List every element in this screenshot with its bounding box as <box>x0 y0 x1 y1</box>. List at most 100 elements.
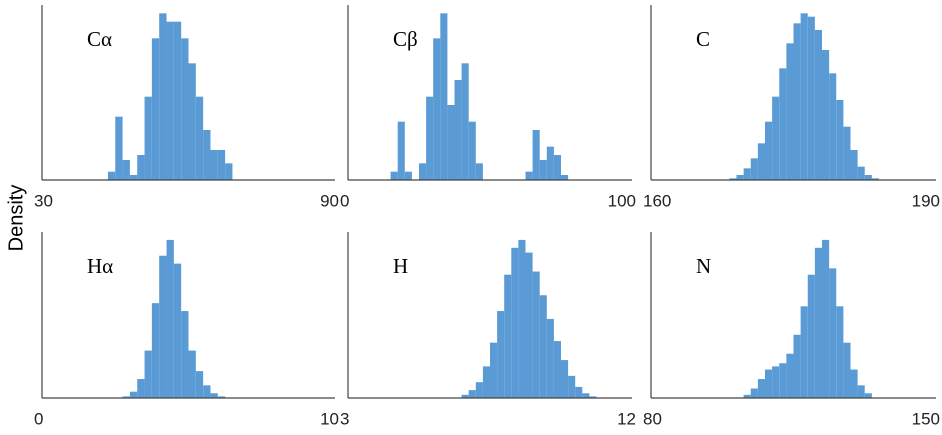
bar <box>829 268 837 398</box>
bar <box>539 295 547 398</box>
x-tick-label: 0 <box>340 191 349 210</box>
bar <box>159 255 167 398</box>
bar <box>173 21 182 180</box>
bar <box>539 160 547 180</box>
bar <box>836 100 844 180</box>
bar <box>800 306 808 398</box>
bar <box>814 247 822 398</box>
bar <box>750 158 758 180</box>
bar <box>210 393 218 398</box>
bar <box>518 239 526 398</box>
bar <box>532 271 540 398</box>
bar <box>786 43 794 181</box>
panel-label: H <box>393 254 408 278</box>
bar <box>864 393 872 398</box>
bar <box>822 50 830 180</box>
bar <box>553 155 561 180</box>
bar <box>511 247 519 398</box>
bar <box>122 396 130 398</box>
bar <box>757 143 765 180</box>
x-tick-label: 80 <box>643 409 662 428</box>
bar <box>129 391 138 398</box>
bar <box>225 163 233 180</box>
bar <box>181 311 189 398</box>
bar <box>546 318 554 398</box>
x-tick-label: 0 <box>34 409 43 428</box>
bar <box>144 350 152 398</box>
bar <box>475 382 483 398</box>
bar <box>857 166 865 180</box>
bar <box>447 105 455 180</box>
bar <box>397 121 405 180</box>
bar <box>807 274 815 398</box>
bar <box>151 303 160 398</box>
x-tick-label: 150 <box>912 409 940 428</box>
bar <box>525 171 533 180</box>
bar <box>568 375 576 398</box>
bar <box>419 163 427 180</box>
bar <box>843 342 851 398</box>
bar <box>546 146 554 180</box>
bar <box>217 396 226 398</box>
bar <box>129 175 138 180</box>
y-axis-label: Density <box>5 185 27 252</box>
bar <box>144 96 152 180</box>
bar <box>426 96 434 180</box>
bar <box>159 13 167 181</box>
x-tick-label: 100 <box>608 191 636 210</box>
bar <box>836 306 844 398</box>
bar <box>843 126 851 180</box>
bar <box>857 385 865 398</box>
bar <box>807 16 815 180</box>
bar <box>217 150 226 180</box>
bar <box>203 385 211 398</box>
bar <box>814 30 822 180</box>
bar <box>166 21 174 180</box>
bar <box>195 96 204 180</box>
bar <box>793 23 801 181</box>
panel-label: Hα <box>87 254 113 278</box>
bar <box>107 171 116 180</box>
bar <box>736 175 744 180</box>
panel-label: Cα <box>87 27 112 51</box>
bar <box>765 369 773 398</box>
bar <box>390 171 398 180</box>
bar <box>490 342 498 398</box>
bar <box>575 386 583 398</box>
bar <box>561 175 569 180</box>
panel-label: N <box>696 254 711 278</box>
bar <box>468 121 476 180</box>
x-tick-label: 3 <box>340 409 349 428</box>
bar <box>137 155 145 180</box>
x-tick-label: 30 <box>34 191 53 210</box>
panel-label: C <box>696 27 710 51</box>
bar <box>188 350 196 398</box>
bar <box>166 239 174 398</box>
x-tick-label: 12 <box>617 409 636 428</box>
bar <box>210 150 218 180</box>
bar <box>779 363 787 398</box>
bar <box>188 63 196 181</box>
bar <box>468 390 476 398</box>
bar <box>497 311 505 398</box>
bar <box>871 178 879 180</box>
bar <box>461 63 469 181</box>
bar <box>115 116 123 180</box>
bar <box>203 130 211 180</box>
bar <box>454 80 462 180</box>
bar <box>589 396 597 398</box>
bar <box>779 68 787 180</box>
bar <box>195 371 204 398</box>
bar <box>750 388 758 398</box>
bar <box>525 252 533 398</box>
bar <box>122 160 130 180</box>
bar <box>850 369 858 398</box>
bar <box>181 38 189 181</box>
panel-label: Cβ <box>393 27 418 51</box>
bar <box>151 38 160 181</box>
bar <box>553 341 561 398</box>
bar <box>532 130 540 180</box>
bar <box>729 178 737 180</box>
bar <box>504 274 512 398</box>
